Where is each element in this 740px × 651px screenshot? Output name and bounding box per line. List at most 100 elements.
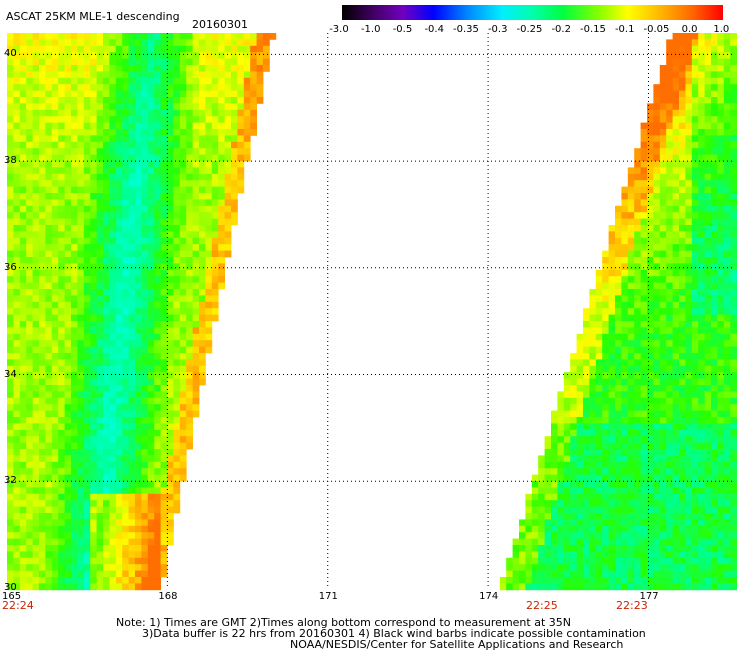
swath-cell <box>602 564 609 571</box>
swath-cell <box>640 365 648 373</box>
swath-cell <box>602 429 609 437</box>
swath-cell <box>122 90 129 98</box>
swath-cell <box>679 193 686 200</box>
swath-cell <box>672 301 680 309</box>
swath-cell <box>13 116 21 123</box>
swath-cell <box>173 97 181 104</box>
swath-cell <box>90 340 97 347</box>
swath-cell <box>224 186 232 194</box>
swath-cell <box>640 378 648 386</box>
swath-cell <box>96 186 104 194</box>
swath-cell <box>71 525 78 533</box>
swath-cell <box>39 161 46 168</box>
swath-cell <box>19 301 27 309</box>
swath-cell <box>186 301 193 309</box>
swath-cell <box>167 391 174 399</box>
swath-cell <box>96 493 104 501</box>
swath-cell <box>211 141 219 149</box>
swath-cell <box>141 359 149 367</box>
swath-cell <box>711 474 718 482</box>
swath-cell <box>115 372 123 379</box>
swath-cell <box>154 410 161 418</box>
swath-cell <box>583 378 590 386</box>
swath-cell <box>711 314 718 322</box>
swath-cell <box>45 97 53 104</box>
swath-cell <box>45 263 53 271</box>
swath-cell <box>621 525 629 533</box>
swath-cell <box>32 109 40 117</box>
swath-cell <box>211 231 219 239</box>
swath-cell <box>717 532 725 539</box>
swath-cell <box>77 327 85 335</box>
swath-cell <box>167 442 174 450</box>
swath-cell <box>717 372 725 379</box>
swath-cell <box>58 391 65 399</box>
swath-cell <box>723 564 731 571</box>
swath-cell <box>135 423 142 431</box>
swath-cell <box>595 295 603 303</box>
swath-cell <box>179 65 187 72</box>
swath-cell <box>576 557 584 565</box>
swath-cell <box>711 103 718 111</box>
swath-cell <box>135 65 142 72</box>
swath-cell <box>621 231 629 239</box>
swath-cell <box>32 372 40 379</box>
swath-cell <box>192 314 200 322</box>
swath-cell <box>51 449 59 456</box>
swath-cell <box>205 84 213 91</box>
swath-cell <box>186 250 193 258</box>
swath-cell <box>717 90 725 98</box>
swath-cell <box>147 333 155 341</box>
swath-cell <box>115 461 123 469</box>
swath-cell <box>730 212 737 219</box>
swath-cell <box>96 359 104 367</box>
swath-cell <box>666 570 673 578</box>
swath-cell <box>51 289 59 296</box>
swath-cell <box>154 314 161 322</box>
swath-cell <box>32 199 40 207</box>
swath-cell <box>717 519 725 527</box>
swath-cell <box>45 468 53 475</box>
swath-cell <box>640 417 648 424</box>
swath-cell <box>589 346 597 354</box>
swath-cell <box>205 161 213 168</box>
swath-cell <box>621 340 629 347</box>
swath-cell <box>570 442 577 450</box>
swath-cell <box>723 39 731 47</box>
swath-cell <box>711 269 718 277</box>
swath-cell <box>147 199 155 207</box>
swath-cell <box>179 289 187 296</box>
swath-cell <box>45 103 53 111</box>
swath-cell <box>717 481 725 488</box>
swath-cell <box>160 461 168 469</box>
swath-cell <box>231 109 238 117</box>
swath-cell <box>211 186 219 194</box>
swath-cell <box>160 423 168 431</box>
swath-cell <box>109 365 117 373</box>
swath-cell <box>179 404 187 411</box>
swath-cell <box>115 193 123 200</box>
swath-cell <box>32 103 40 111</box>
swath-cell <box>141 487 149 495</box>
swath-cell <box>218 167 225 175</box>
swath-cell <box>77 429 85 437</box>
swath-cell <box>160 455 168 463</box>
swath-cell <box>608 551 616 559</box>
swath-cell <box>147 385 155 392</box>
swath-cell <box>122 218 129 226</box>
swath-cell <box>128 244 136 251</box>
swath-cell <box>672 212 680 219</box>
swath-cell <box>538 551 545 559</box>
swath-cell <box>717 513 725 520</box>
swath-cell <box>32 353 40 360</box>
swath-cell <box>685 346 693 354</box>
swath-cell <box>608 282 616 290</box>
swath-cell <box>717 525 725 533</box>
swath-cell <box>32 167 40 175</box>
swath-cell <box>717 161 725 168</box>
swath-cell <box>659 71 667 79</box>
swath-cell <box>13 141 21 149</box>
swath-cell <box>224 39 232 47</box>
swath-cell <box>531 551 539 559</box>
swath-cell <box>691 205 699 213</box>
